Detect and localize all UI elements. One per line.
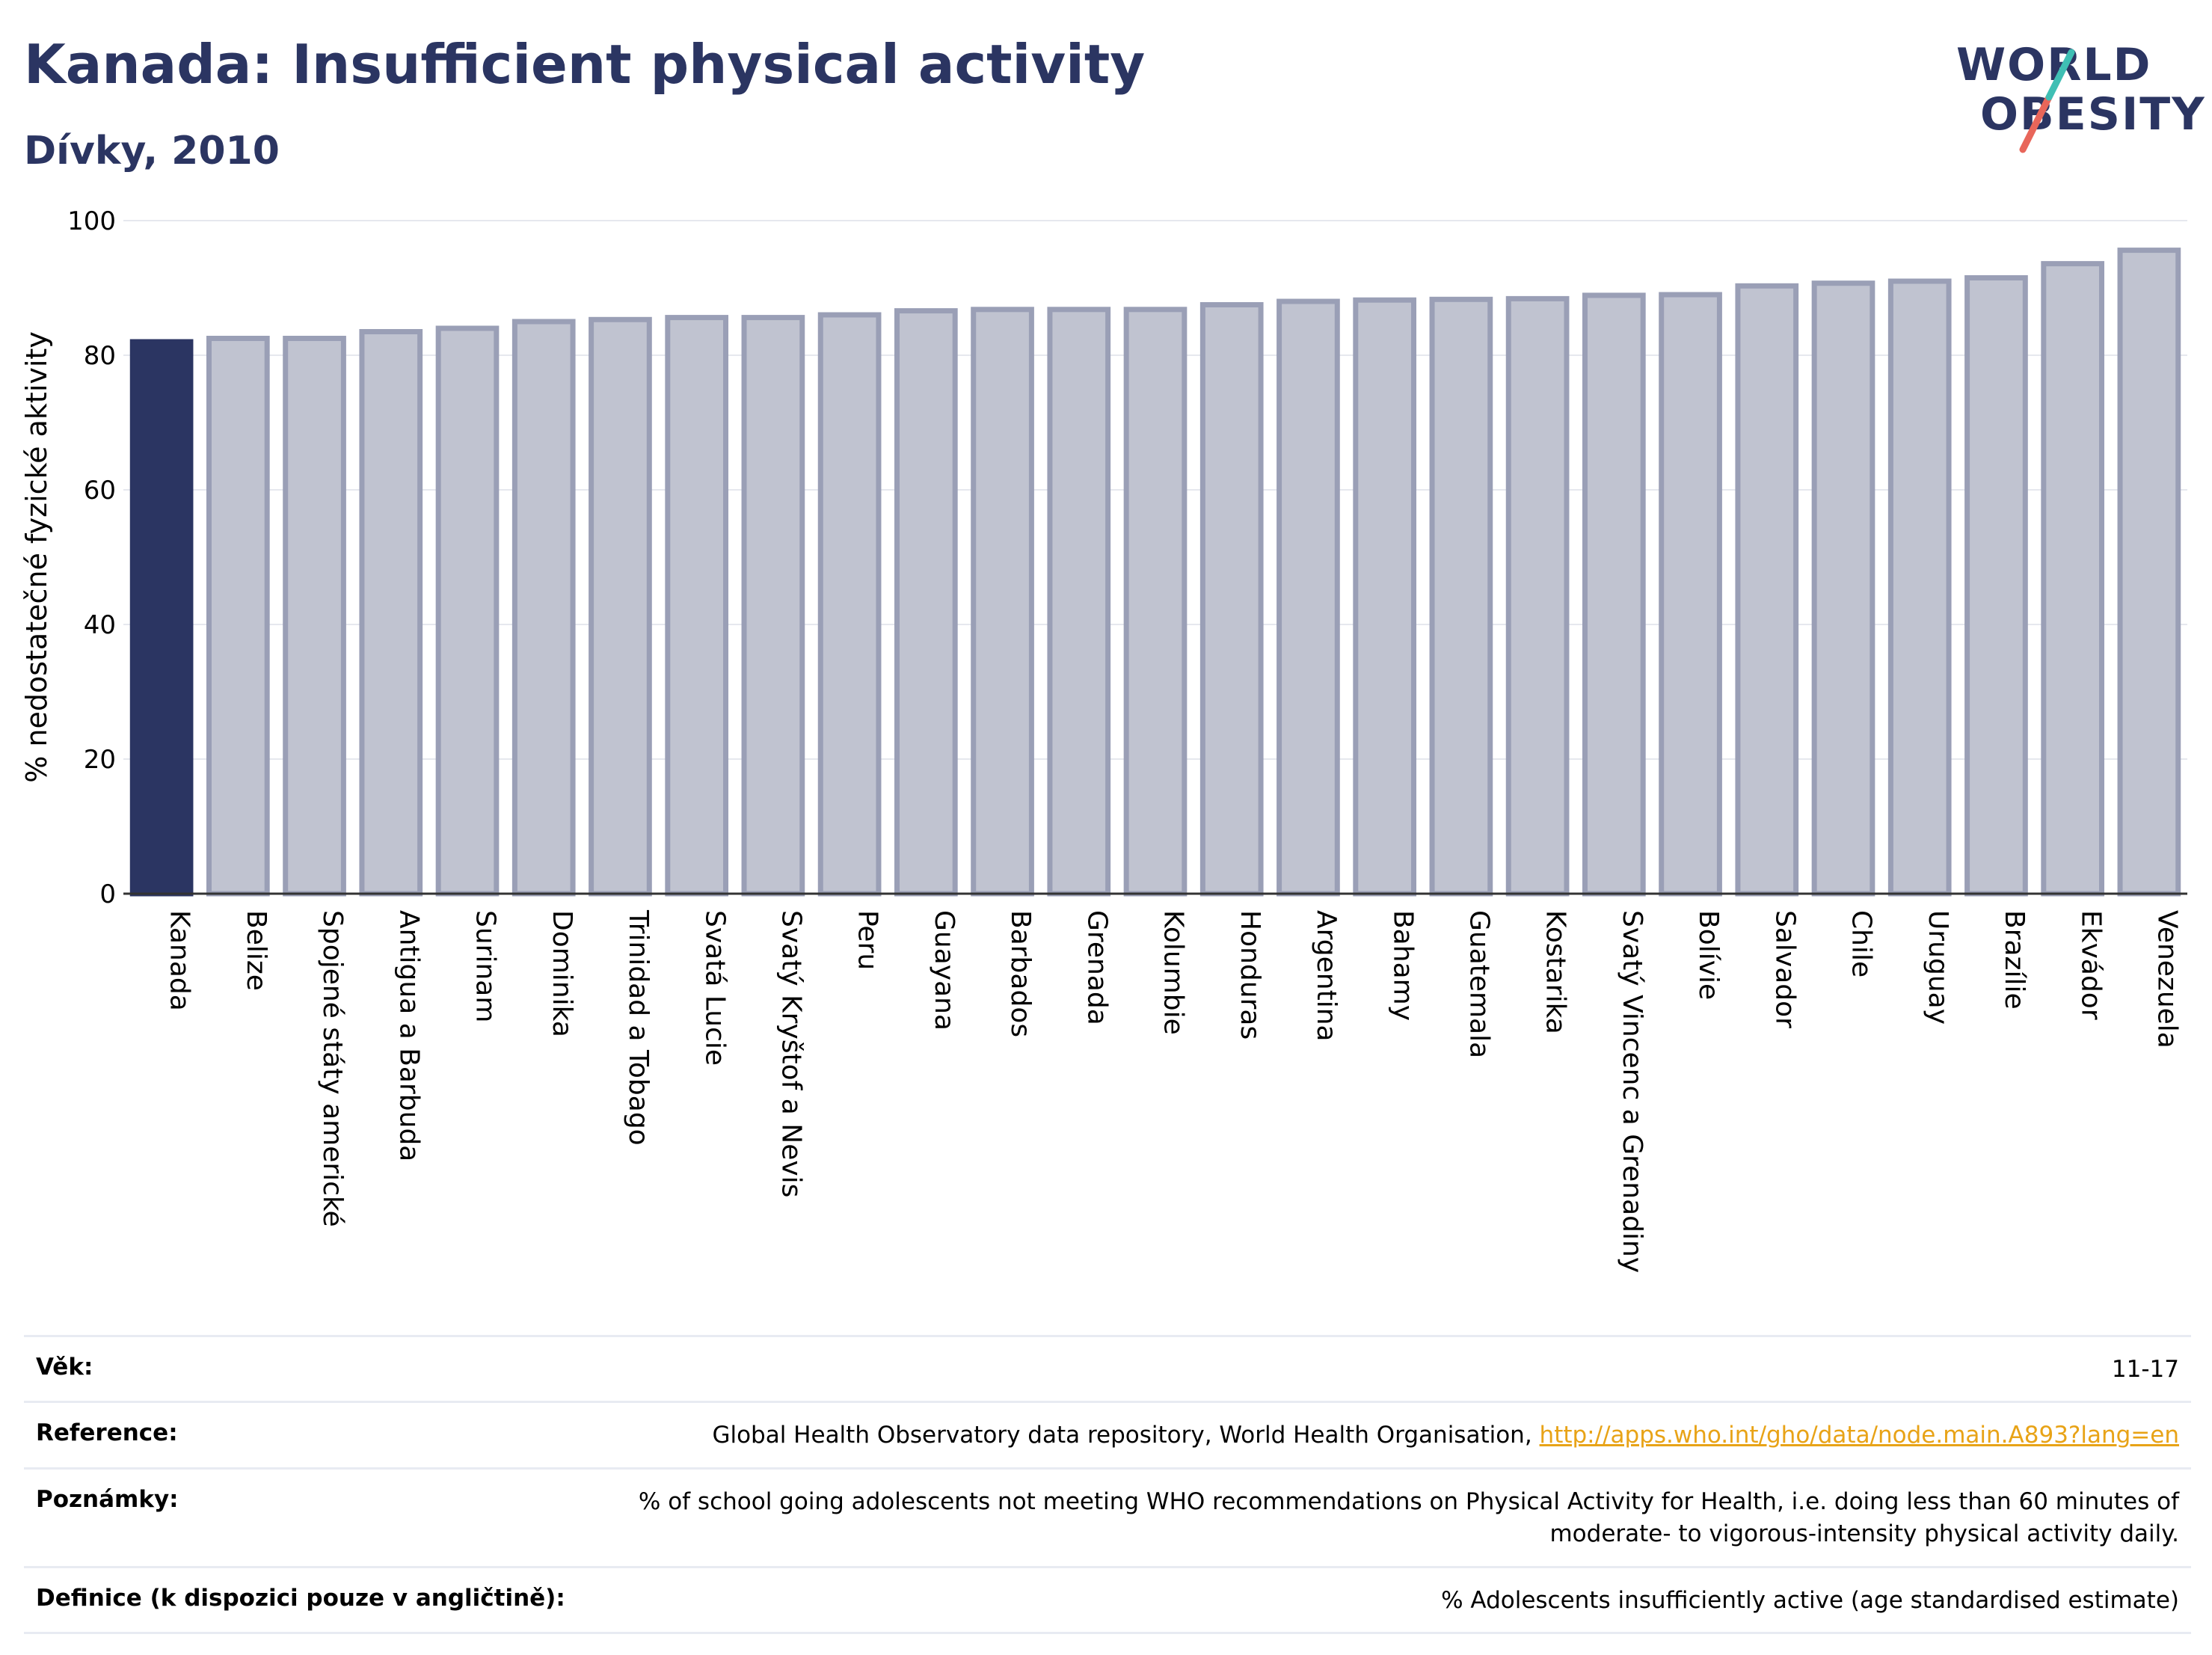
bar-peru[interactable]: [817, 312, 882, 897]
bar-barbados[interactable]: [971, 307, 1034, 897]
x-tick-label: Grenada: [1081, 910, 1112, 1025]
y-tick-label: 0: [99, 879, 116, 909]
bar-spojené-státy-americké[interactable]: [283, 336, 346, 897]
x-tick-label: Svatý Vincenc a Grenadiny: [1617, 910, 1647, 1273]
bar-chart: 0 20 40 60 80 100 Kanada Belize Spojené státy a…: [20, 206, 2187, 1273]
x-tick-label: Brazílie: [1999, 910, 2030, 1010]
y-tick-label: 80: [84, 341, 116, 371]
x-tick-label: Bahamy: [1387, 910, 1418, 1021]
x-tick-label: Ekvádor: [2075, 910, 2106, 1020]
x-tick-label: Honduras: [1235, 910, 1265, 1040]
meta-row-age: Věk: 11-17: [24, 1335, 2191, 1401]
y-axis-label: % nedostatečné fyzické aktivity: [20, 331, 53, 783]
bar-dominika[interactable]: [511, 319, 576, 897]
x-tick-label: Chile: [1846, 910, 1877, 977]
world-obesity-logo[interactable]: WORLD OBESITY: [1944, 22, 2205, 157]
chart-title: Kanada: Insufficient physical activity: [24, 33, 1146, 96]
chart-subtitle: Dívky, 2010: [24, 129, 280, 174]
x-tick-label: Belize: [241, 910, 271, 991]
x-tick-label: Barbados: [1005, 910, 1036, 1037]
bar-venezuela[interactable]: [2117, 248, 2181, 897]
x-tick-label: Salvador: [1769, 910, 1800, 1028]
meta-value-notes: % of school going adolescents not meetin…: [638, 1487, 2179, 1548]
bar-kolumbie[interactable]: [1123, 307, 1188, 897]
x-tick-label: Svatý Kryštof a Nevis: [775, 910, 806, 1197]
bar-honduras[interactable]: [1199, 302, 1264, 897]
y-tick-label: 60: [84, 476, 116, 506]
bars: [123, 248, 2187, 897]
x-tick-label: Trinidad a Tobago: [623, 909, 654, 1146]
x-tick-label: Kostarika: [1540, 910, 1571, 1034]
x-tick-label: Peru: [852, 910, 883, 970]
x-tick-label: Spojené státy americké: [317, 910, 348, 1227]
bar-bolívie[interactable]: [1659, 292, 1722, 897]
x-tick-label: Antigua a Barbuda: [393, 910, 424, 1161]
bar-brazílie[interactable]: [1964, 275, 2028, 897]
meta-value-definition: % Adolescents insufficiently active (age…: [1441, 1586, 2179, 1614]
x-tick-label: Argentina: [1311, 910, 1342, 1042]
bar-kostarika[interactable]: [1505, 295, 1570, 897]
bar-bahamy[interactable]: [1353, 297, 1417, 897]
meta-row-notes: Poznámky: % of school going adolescents …: [24, 1467, 2191, 1566]
y-tick-labels: 0 20 40 60 80 100: [67, 206, 116, 909]
bar-guayana[interactable]: [894, 308, 958, 897]
bar-guatemala[interactable]: [1429, 296, 1493, 897]
meta-value-reference: Global Health Observatory data repositor…: [712, 1419, 2179, 1452]
x-tick-label: Kanada: [165, 910, 195, 1011]
metadata-table: Věk: 11-17 Reference: Global Health Obse…: [24, 1335, 2191, 1634]
bar-antigua-a-barbuda[interactable]: [359, 329, 423, 897]
bar-kanada[interactable]: [129, 339, 194, 897]
x-tick-label: Svatá Lucie: [699, 910, 730, 1066]
logo-slash-icon: [2019, 49, 2075, 153]
x-tick-label: Kolumbie: [1158, 910, 1189, 1035]
meta-key-notes: Poznámky:: [36, 1485, 179, 1513]
logo-word-obesity: OBESITY: [1980, 88, 2206, 141]
bar-uruguay[interactable]: [1887, 278, 1952, 897]
meta-key-reference: Reference:: [36, 1419, 178, 1447]
x-tick-label: Dominika: [547, 910, 577, 1037]
bar-svatá-lucie[interactable]: [665, 315, 729, 897]
bar-chile[interactable]: [1811, 280, 1875, 897]
bar-surinam[interactable]: [435, 325, 500, 897]
x-tick-labels: Kanada Belize Spojené státy americké Antigu…: [165, 909, 2183, 1273]
meta-value-age: 11-17: [2111, 1356, 2179, 1383]
y-tick-label: 20: [84, 745, 116, 775]
x-tick-label: Guayana: [929, 910, 959, 1031]
reference-text: Global Health Observatory data repositor…: [712, 1422, 1540, 1449]
meta-key-definition: Definice (k dispozici pouze v angličtině…: [36, 1584, 565, 1612]
meta-key-age: Věk:: [36, 1354, 93, 1381]
bar-salvador[interactable]: [1735, 283, 1799, 897]
bar-trinidad-a-tobago[interactable]: [589, 316, 652, 897]
x-tick-label: Uruguay: [1923, 910, 1953, 1025]
bar-grenada[interactable]: [1047, 307, 1111, 897]
reference-link[interactable]: http://apps.who.int/gho/data/node.main.A…: [1539, 1422, 2179, 1449]
bar-belize[interactable]: [206, 336, 270, 897]
meta-row-reference: Reference: Global Health Observatory dat…: [24, 1401, 2191, 1467]
y-tick-label: 100: [67, 206, 116, 236]
bar-svatý-vincenc-a-grenadiny[interactable]: [1582, 292, 1646, 897]
meta-row-definition: Definice (k dispozici pouze v angličtině…: [24, 1565, 2191, 1634]
bar-argentina[interactable]: [1276, 298, 1340, 897]
x-tick-label: Guatemala: [1463, 910, 1494, 1058]
bar-ekvádor[interactable]: [2041, 261, 2105, 897]
x-tick-label: Venezuela: [2151, 910, 2182, 1048]
bar-svatý-kryštof-a-nevis[interactable]: [741, 315, 805, 897]
x-tick-label: Bolívie: [1693, 910, 1724, 1000]
y-tick-label: 40: [84, 610, 116, 640]
x-tick-label: Surinam: [470, 910, 501, 1022]
